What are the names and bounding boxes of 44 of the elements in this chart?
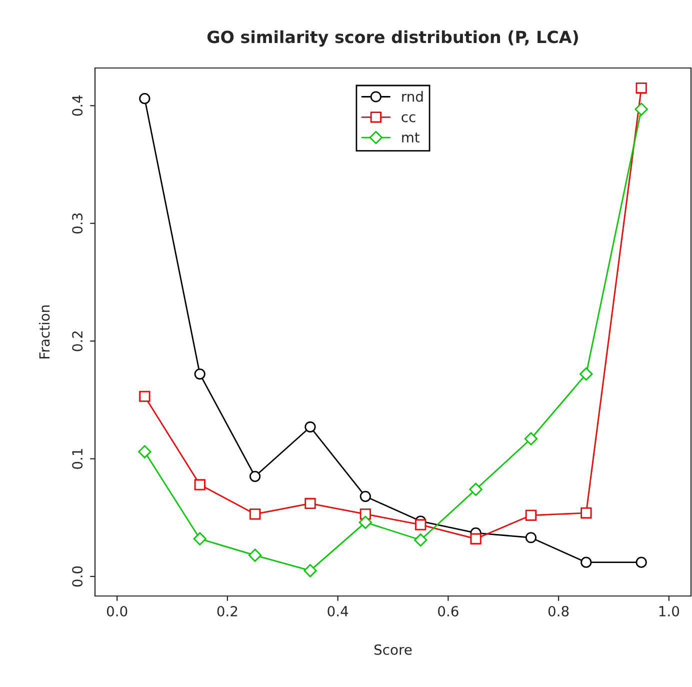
point bbox=[414, 533, 428, 547]
point bbox=[304, 564, 317, 578]
chart-title: GO similarity score distribution (P, LCA) bbox=[207, 30, 578, 47]
y-tick-label: 0.0 bbox=[72, 566, 83, 587]
point bbox=[249, 508, 261, 520]
point bbox=[139, 390, 150, 402]
point bbox=[360, 490, 371, 502]
x-tick-label: 0.4 bbox=[328, 606, 348, 616]
x-axis-title: Score bbox=[374, 644, 412, 655]
point bbox=[525, 510, 537, 521]
point bbox=[248, 548, 262, 562]
point bbox=[636, 82, 647, 94]
y-tick-label: 0.3 bbox=[72, 213, 83, 234]
point bbox=[580, 507, 592, 518]
point bbox=[138, 445, 152, 458]
point bbox=[139, 93, 150, 104]
point bbox=[194, 479, 206, 490]
y-tick-label: 0.4 bbox=[72, 95, 83, 116]
legend-label: mt bbox=[402, 132, 420, 142]
point bbox=[358, 516, 372, 529]
y-tick-label: 0.2 bbox=[72, 331, 83, 352]
point bbox=[580, 556, 592, 568]
x-tick-label: 0.2 bbox=[217, 606, 238, 616]
y-axis-title: Fraction bbox=[38, 305, 50, 358]
point bbox=[524, 432, 538, 446]
legend-label: cc bbox=[402, 114, 416, 122]
point bbox=[193, 532, 206, 546]
point bbox=[415, 519, 426, 530]
x-tick-label: 0.6 bbox=[438, 606, 458, 616]
point bbox=[469, 482, 482, 496]
legend-label: rnd bbox=[402, 91, 423, 102]
x-tick-label: 1.0 bbox=[659, 606, 680, 616]
point bbox=[304, 421, 316, 433]
point bbox=[525, 532, 537, 544]
point bbox=[194, 368, 206, 380]
point bbox=[249, 470, 261, 482]
x-tick-label: 0.0 bbox=[106, 606, 128, 616]
point bbox=[304, 498, 316, 510]
point bbox=[634, 102, 648, 116]
point bbox=[470, 533, 482, 544]
x-tick-label: 0.8 bbox=[548, 606, 569, 616]
y-tick-label: 0.1 bbox=[72, 449, 83, 469]
point bbox=[580, 367, 593, 381]
point bbox=[636, 556, 647, 568]
